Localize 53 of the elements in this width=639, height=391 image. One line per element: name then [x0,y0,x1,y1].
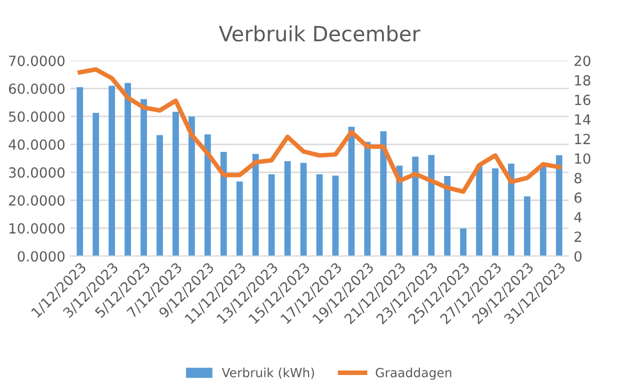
bar [156,135,163,256]
y2-tick-label: 14 [575,114,590,125]
line-series [78,67,562,194]
y2-tick-label: 6 [574,192,582,203]
bar [460,228,466,256]
bar [492,168,498,256]
y-tick-label: 20.0000 [9,195,65,206]
bar [124,82,131,256]
bar [332,176,339,256]
bar [204,134,211,256]
y2-tick-label: 16 [575,94,590,106]
bar [268,174,275,256]
bar [412,156,419,256]
y2-tick-label: 20 [574,56,590,66]
y-tick-label: 40.0000 [8,139,65,150]
bar [476,165,482,256]
bar [524,196,530,256]
y-tick-label: 10.0000 [10,223,65,234]
bar [76,87,84,256]
bar [508,164,514,256]
bar [172,112,179,256]
y2-tick-label: 10 [575,153,590,164]
bar [364,142,371,256]
y-tick-label: 60.0000 [8,84,65,94]
y2-tick-label: 0 [574,251,582,262]
bar [396,166,403,256]
y2-tick-label: 12 [575,134,590,144]
bar [92,112,100,256]
bar [428,155,435,256]
y2-tick-label: 2 [574,232,582,242]
bar [284,161,291,256]
legend-label: Verbruik (kWh) [222,368,314,379]
bar [220,152,227,256]
y2-tick-label: 4 [574,212,582,222]
y-tick-label: 70.0000 [9,56,65,66]
bar [252,154,259,256]
y-tick-label: 50.0000 [9,111,65,122]
y2-tick-label: 18 [575,75,590,86]
bar [108,86,116,256]
bar [236,182,243,256]
bar [140,99,147,256]
y2-tick-label: 8 [574,172,582,184]
y-tick-label: 0.0000 [18,251,65,262]
bar [444,176,450,256]
chart-title: Verbruik December [218,25,420,42]
bar [556,155,562,256]
bar [380,131,387,256]
bar [300,162,307,256]
legend-label: Graaddagen [376,368,452,380]
bar [540,166,546,256]
y-tick-label: 30.0000 [9,167,65,178]
bar [188,116,195,256]
bar [316,174,323,256]
